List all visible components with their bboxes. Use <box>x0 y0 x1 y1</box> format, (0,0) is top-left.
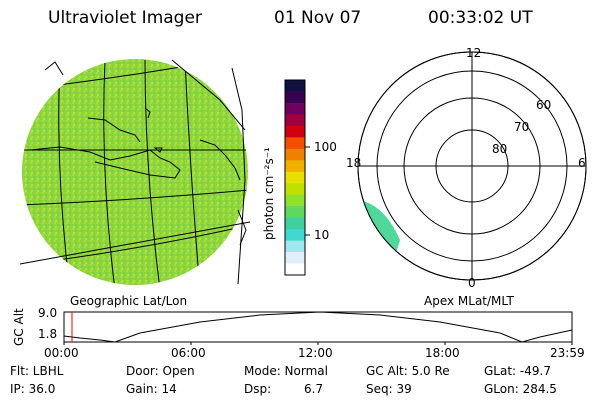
dsp-value: 6.7 <box>304 382 324 396</box>
colorbar-unit-label: photon cm⁻²s⁻¹ <box>262 147 276 240</box>
date-label: 01 Nov 07 <box>274 8 362 28</box>
filter-info: Flt: LBHL <box>10 364 64 378</box>
mlat-label-80: 80 <box>492 142 508 156</box>
colorbar-stripe <box>285 206 305 219</box>
polar-panel-label: Apex MLat/MLT <box>424 294 514 308</box>
colorbar-stripe <box>285 183 305 196</box>
altitude-timeline <box>63 311 573 345</box>
colorbar-stripe <box>285 217 305 230</box>
colorbar-stripe <box>285 137 305 150</box>
mlt-label-6: 6 <box>578 156 586 170</box>
gain-info: Gain: 14 <box>126 382 177 396</box>
colorbar-stripe <box>285 80 305 92</box>
app-title: Ultraviolet Imager <box>48 8 202 28</box>
colorbar-stripe <box>285 102 305 115</box>
colorbar-stripe <box>285 125 305 138</box>
colorbar-label-100: 100 <box>314 140 337 154</box>
time-label: 00:33:02 UT <box>428 8 533 28</box>
colorbar-stripe <box>285 194 305 207</box>
dsp-label: Dsp: <box>244 382 272 396</box>
colorbar-stripe <box>285 114 305 127</box>
colorbar-stripe <box>285 148 305 161</box>
timeline-xtick-1: 06:00 <box>171 346 206 360</box>
coastlines <box>29 61 241 181</box>
mlt-label-18: 18 <box>346 156 362 170</box>
timeline-xtick-3: 18:00 <box>425 346 460 360</box>
geo-panel-label: Geographic Lat/Lon <box>70 294 188 308</box>
gc-alt-info: GC Alt: 5.0 Re <box>366 364 450 378</box>
colorbar-stripe <box>285 160 305 173</box>
timeline-xtick-2: 12:00 <box>298 346 333 360</box>
mlat-label-60: 60 <box>536 98 552 112</box>
glat-info: GLat: -49.7 <box>484 364 551 378</box>
mlt-label-0: 0 <box>468 276 476 290</box>
altitude-curve <box>63 311 573 343</box>
geo-image-panel <box>19 59 251 285</box>
colorbar-label-10: 10 <box>314 228 330 242</box>
glon-info: GLon: 284.5 <box>484 382 557 396</box>
seq-info: Seq: 39 <box>366 382 412 396</box>
mlat-label-70: 70 <box>514 120 530 134</box>
polar-panel <box>357 51 587 281</box>
colorbar <box>284 79 306 276</box>
polar-grid <box>357 51 587 281</box>
colorbar-stripe <box>285 229 305 242</box>
colorbar-stripe <box>285 263 305 276</box>
colorbar-border <box>284 79 306 276</box>
mlt-label-12: 12 <box>466 46 482 60</box>
timeline-xtick-0: 00:00 <box>44 346 79 360</box>
timeline-xtick-4: 23:59 <box>550 346 585 360</box>
mode-info: Mode: Normal <box>244 364 328 378</box>
timeline-ylabel: GC Alt <box>12 308 26 346</box>
ip-info: IP: 36.0 <box>10 382 56 396</box>
outer-lines <box>19 59 251 285</box>
timeline-ymax: 9.0 <box>38 306 58 320</box>
colorbar-stripe <box>285 91 305 104</box>
colorbar-stripe <box>285 240 305 253</box>
timeline-ymin: 1.8 <box>38 327 58 341</box>
colorbar-stripe <box>285 171 305 184</box>
colorbar-stripe <box>285 252 305 265</box>
door-info: Door: Open <box>126 364 195 378</box>
